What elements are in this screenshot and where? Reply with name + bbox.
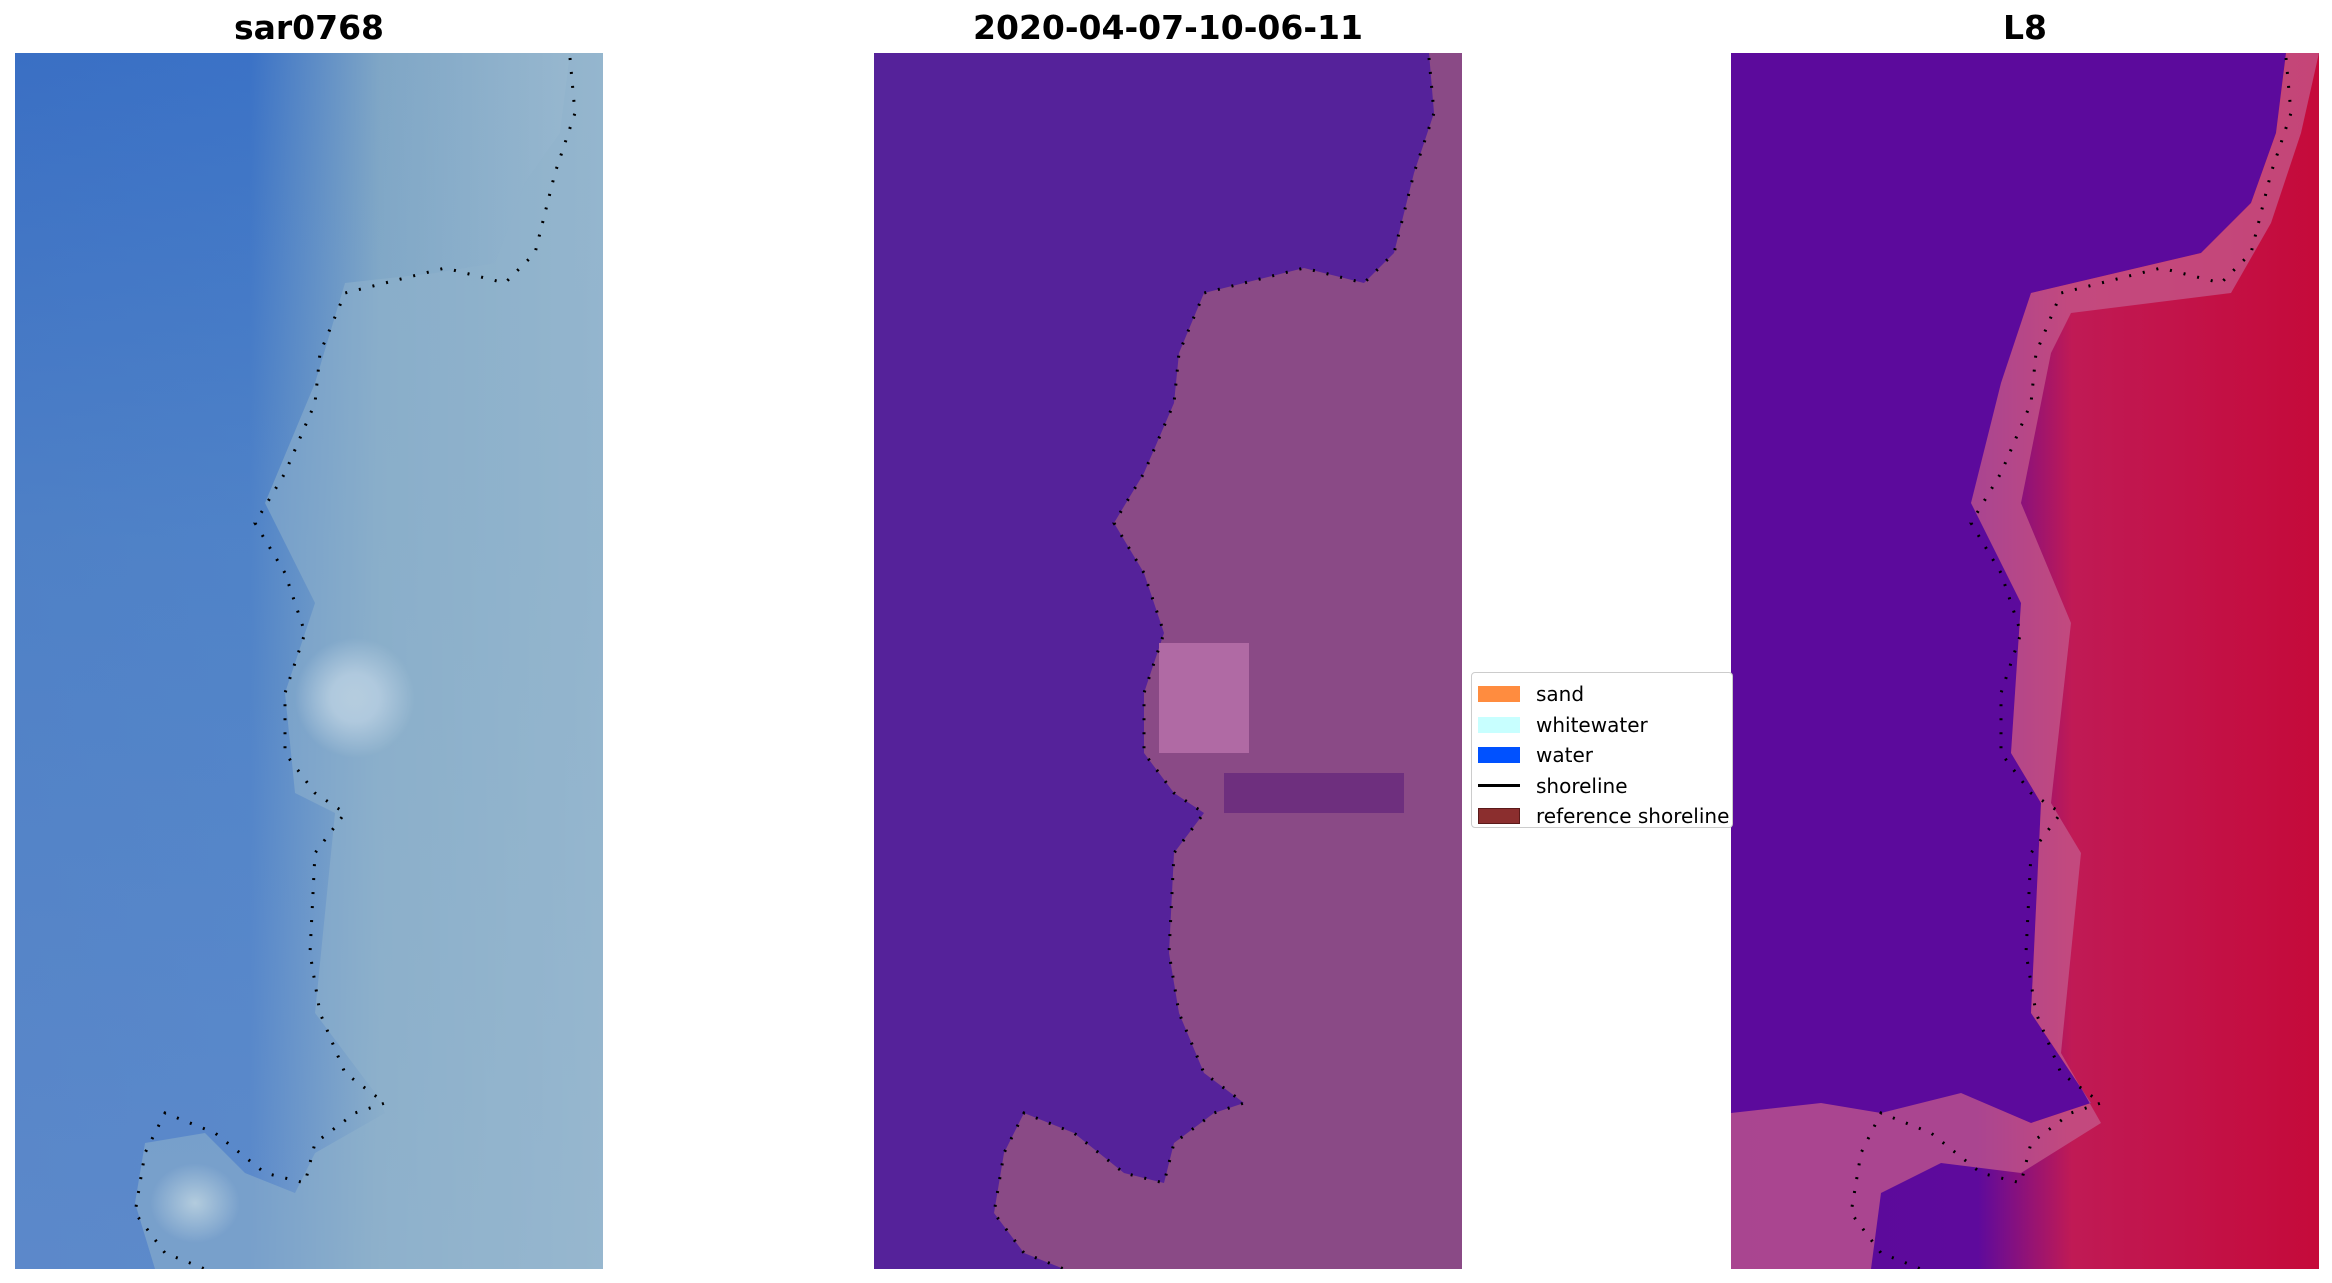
land-area [135, 53, 603, 1269]
reference-shoreline-swatch [1478, 808, 1520, 825]
legend-label: water [1536, 743, 1593, 768]
legend-label: sand [1536, 682, 1585, 707]
channel-strip [1224, 773, 1404, 813]
panel-title-ndwi: L8 [2003, 8, 2047, 47]
shoreline-line [133, 57, 577, 1269]
legend-label: shoreline [1536, 773, 1628, 798]
sand-swatch [1478, 686, 1520, 703]
ndwi-water-area [1731, 53, 2286, 1123]
ndwi-overlay [1731, 53, 2319, 1269]
legend-label: whitewater [1536, 712, 1648, 737]
legend: sand whitewater water shoreline referenc… [1471, 672, 1733, 828]
legend-item-sand: sand [1478, 679, 1732, 710]
shoreline-line [1849, 57, 2293, 1269]
classification-panel [874, 53, 1462, 1269]
bright-patch [1159, 643, 1249, 753]
ndwi-transition [1731, 53, 2319, 1269]
shoreline-line [992, 57, 1436, 1269]
panel-title-rgb: sar0768 [233, 8, 385, 47]
legend-item-water: water [1478, 740, 1732, 771]
shoreline-swatch [1478, 784, 1520, 788]
legend-label: reference shoreline [1536, 804, 1730, 829]
legend-item-shoreline: shoreline [1478, 771, 1732, 802]
rgb-overlay [133, 53, 603, 1269]
whitewater-swatch [1478, 716, 1520, 733]
classification-overlay [992, 53, 1462, 1269]
panel-title-classification: 2020-04-07-10-06-11 [973, 8, 1363, 47]
legend-item-reference-shoreline: reference shoreline [1478, 801, 1732, 832]
water-swatch [1478, 747, 1520, 764]
ndwi-panel [1731, 53, 2319, 1269]
legend-item-whitewater: whitewater [1478, 710, 1732, 741]
rgb-image-panel [15, 53, 603, 1269]
